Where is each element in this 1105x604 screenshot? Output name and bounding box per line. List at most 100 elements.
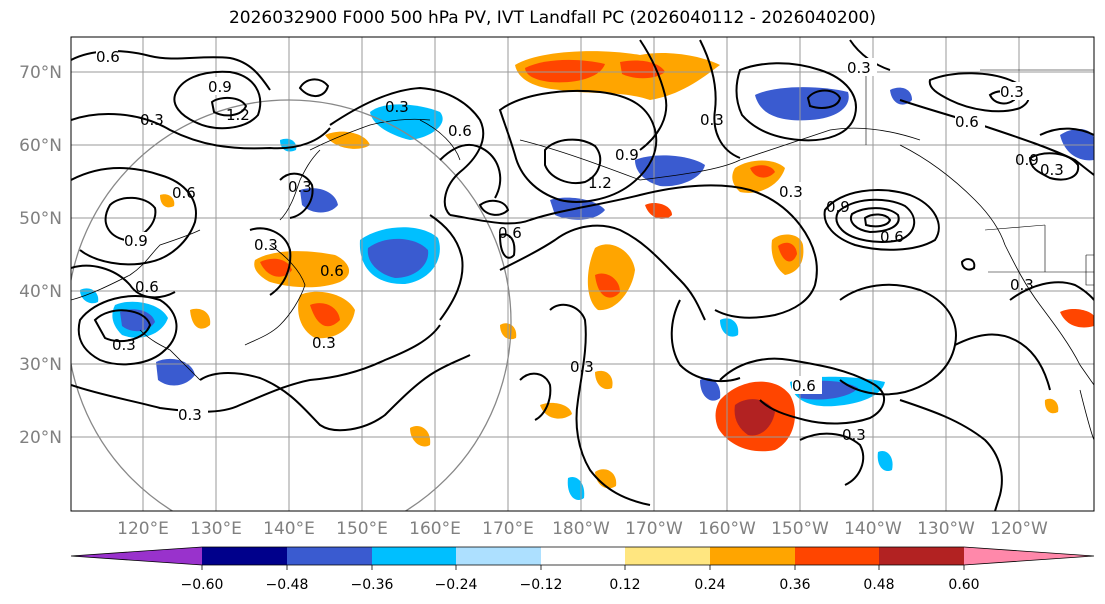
lon-label: 120°W bbox=[990, 519, 1048, 539]
shade-patch bbox=[1044, 398, 1059, 414]
contour-label: 0.3 bbox=[847, 59, 871, 77]
map-frame bbox=[70, 36, 1095, 512]
contour-line bbox=[899, 399, 1003, 511]
contour-label: 0.3 bbox=[288, 178, 312, 196]
contour-line bbox=[954, 333, 1051, 391]
contour-line bbox=[249, 227, 292, 296]
pv-contours bbox=[71, 39, 1094, 511]
shade-patch bbox=[645, 203, 672, 219]
shade-patch bbox=[595, 469, 617, 489]
shade-patch bbox=[890, 87, 912, 105]
map-background bbox=[71, 37, 1094, 511]
shade-patch bbox=[750, 165, 775, 178]
lat-label: 20°N bbox=[19, 428, 62, 448]
contour-label: 0.9 bbox=[1015, 151, 1039, 169]
contour-label: 0.3 bbox=[1000, 83, 1024, 101]
colorbar-tick-label: −0.60 bbox=[181, 577, 224, 593]
contour-label: 0.3 bbox=[842, 426, 866, 444]
shade-patch bbox=[410, 425, 431, 447]
contour-label: 0.6 bbox=[498, 224, 522, 242]
shade-patch bbox=[778, 242, 797, 262]
contour-label: 0.6 bbox=[320, 262, 344, 280]
contour-line bbox=[1039, 127, 1094, 136]
contour-label: 0.3 bbox=[779, 183, 803, 201]
colorbar-segment bbox=[372, 547, 456, 565]
contour-line bbox=[199, 354, 471, 432]
colorbar-segment bbox=[879, 547, 964, 565]
gridlines bbox=[71, 37, 1094, 511]
lat-label: 50°N bbox=[19, 209, 62, 229]
lon-label: 160°W bbox=[698, 519, 756, 539]
lon-label: 170°E bbox=[482, 519, 534, 539]
contour-label: 0.6 bbox=[172, 184, 196, 202]
lon-label: 140°E bbox=[263, 519, 315, 539]
shade-patch bbox=[734, 399, 775, 436]
shade-patch bbox=[700, 378, 721, 401]
colorbar-segment bbox=[456, 547, 541, 565]
contour-labels: 0.6 0.9 1.2 0.3 0.3 0.6 0.9 0.3 0.6 0.3 … bbox=[96, 48, 1064, 444]
colorbar-tick-label: 0.60 bbox=[948, 577, 979, 593]
shade-patch bbox=[1060, 309, 1094, 328]
colorbar-segment bbox=[795, 547, 879, 565]
contour-label: 0.3 bbox=[570, 358, 594, 376]
contour-label: 0.6 bbox=[448, 122, 472, 140]
colorbar-tick-label: −0.12 bbox=[520, 577, 563, 593]
contour-line bbox=[429, 214, 464, 321]
lat-label: 60°N bbox=[19, 136, 62, 156]
colorbar-segment bbox=[964, 547, 1094, 565]
contour-label: 0.3 bbox=[254, 236, 278, 254]
lon-label: 170°W bbox=[625, 519, 683, 539]
lat-label: 70°N bbox=[19, 63, 62, 83]
longitude-labels: 120°E 130°E 140°E 150°E 160°E 170°E 180°… bbox=[117, 519, 1048, 539]
contour-label: 0.3 bbox=[178, 406, 202, 424]
colorbar-segment bbox=[710, 547, 795, 565]
contour-line bbox=[850, 207, 900, 234]
lon-label: 130°W bbox=[917, 519, 975, 539]
shade-patch bbox=[755, 87, 849, 121]
shade-patch bbox=[720, 318, 739, 337]
contour-line bbox=[499, 224, 706, 321]
latitude-labels: 70°N 60°N 50°N 40°N 30°N 20°N bbox=[19, 63, 62, 448]
lat-label: 30°N bbox=[19, 355, 62, 375]
shade-patch bbox=[120, 309, 155, 332]
contour-label: 0.9 bbox=[208, 78, 232, 96]
contour-label: 0.3 bbox=[385, 98, 409, 116]
contour-line bbox=[498, 89, 658, 203]
contour-line bbox=[899, 99, 1094, 176]
lon-label: 140°W bbox=[844, 519, 902, 539]
contour-line bbox=[329, 86, 485, 216]
colorbar-segment bbox=[71, 547, 202, 565]
shade-patch bbox=[160, 194, 175, 208]
contour-label: 0.9 bbox=[124, 232, 148, 250]
contour-line bbox=[1028, 152, 1080, 181]
contour-line bbox=[104, 196, 157, 242]
contour-line bbox=[298, 78, 330, 97]
contour-line bbox=[519, 372, 552, 421]
shade-patch bbox=[310, 303, 340, 327]
colorbar-tick-label: 0.36 bbox=[779, 577, 810, 593]
contour-line bbox=[714, 224, 818, 319]
contour-label: 0.6 bbox=[792, 377, 816, 395]
colorbar-tick-label: −0.24 bbox=[435, 577, 478, 593]
shade-patch bbox=[540, 402, 572, 419]
shade-patch bbox=[370, 104, 443, 140]
contour-line bbox=[639, 39, 668, 151]
contour-line bbox=[449, 184, 801, 226]
contour-label: 0.3 bbox=[700, 111, 724, 129]
shade-patch bbox=[260, 258, 292, 277]
lon-label: 150°W bbox=[771, 519, 829, 539]
contour-line bbox=[823, 189, 940, 251]
contour-label: 1.2 bbox=[226, 106, 250, 124]
contour-line bbox=[93, 309, 152, 343]
shade-patch bbox=[595, 370, 613, 390]
lat-label: 40°N bbox=[19, 282, 62, 302]
contour-line bbox=[210, 96, 248, 117]
contour-label: 1.2 bbox=[588, 174, 612, 192]
colorbar-tick-label: −0.36 bbox=[351, 577, 394, 593]
lon-label: 180°W bbox=[552, 519, 610, 539]
shade-patch bbox=[190, 308, 211, 329]
coastlines bbox=[71, 69, 1094, 441]
shade-patch bbox=[595, 273, 620, 298]
contour-line bbox=[71, 113, 331, 150]
colorbar-segment bbox=[287, 547, 372, 565]
